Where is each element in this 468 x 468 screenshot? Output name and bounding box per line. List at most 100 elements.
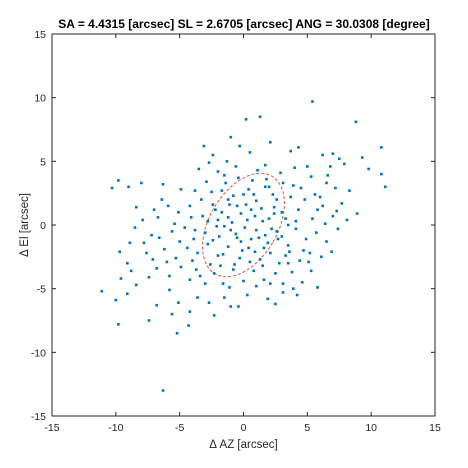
data-point-205: [168, 288, 171, 292]
data-point-24: [248, 151, 252, 154]
axes-box: [51, 33, 436, 417]
data-point-20: [223, 174, 226, 177]
data-point-1: [258, 115, 262, 119]
data-point-59: [267, 217, 271, 220]
data-point-10: [337, 157, 341, 161]
data-point-149: [217, 235, 221, 238]
data-point-179: [191, 259, 194, 262]
data-point-58: [254, 228, 258, 232]
data-point-163: [297, 208, 300, 212]
data-point-82: [151, 258, 155, 261]
data-point-42: [254, 199, 258, 203]
data-point-13: [329, 165, 332, 168]
data-point-186: [203, 231, 207, 234]
data-point-146: [249, 208, 253, 212]
data-point-84: [133, 226, 137, 229]
data-point-147: [261, 219, 264, 223]
data-point-185: [302, 249, 305, 252]
data-point-11: [331, 152, 335, 155]
data-point-40: [271, 193, 275, 196]
data-point-228: [223, 224, 226, 228]
data-point-191: [214, 208, 217, 212]
data-point-159: [210, 190, 213, 194]
data-point-206: [198, 274, 202, 278]
data-point-71: [269, 251, 272, 255]
x-tick-label-6: 15: [429, 422, 441, 434]
data-point-227: [211, 238, 215, 242]
data-point-136: [117, 323, 120, 326]
data-point-17: [197, 167, 201, 171]
data-point-34: [331, 214, 335, 218]
data-point-50: [170, 230, 174, 233]
data-point-140: [161, 389, 165, 392]
data-point-212: [323, 222, 327, 226]
data-point-87: [156, 216, 160, 219]
data-point-167: [279, 171, 282, 175]
data-point-192: [262, 246, 266, 250]
data-point-35: [321, 204, 324, 208]
data-point-81: [163, 247, 166, 251]
data-point-229: [284, 254, 287, 257]
data-point-93: [117, 179, 120, 182]
data-point-73: [247, 246, 250, 250]
data-point-104: [168, 274, 171, 278]
data-point-111: [231, 268, 235, 271]
data-point-26: [289, 149, 293, 153]
data-point-194: [253, 250, 257, 254]
data-point-232: [286, 223, 290, 227]
data-point-123: [266, 297, 270, 301]
data-point-214: [335, 209, 338, 213]
data-point-181: [219, 264, 222, 268]
data-point-195: [275, 198, 278, 201]
data-point-53: [206, 219, 210, 223]
data-point-36: [311, 217, 314, 220]
data-point-158: [265, 177, 268, 181]
data-point-188: [243, 226, 247, 229]
data-point-134: [175, 331, 179, 335]
data-point-3: [354, 120, 358, 124]
data-point-152: [247, 188, 250, 191]
data-point-220: [205, 180, 208, 184]
data-point-177: [165, 260, 169, 264]
points-layer: [100, 100, 387, 392]
data-point-182: [248, 260, 252, 264]
data-point-112: [242, 279, 245, 283]
y-tick-label-5: 10: [34, 93, 46, 105]
data-point-133: [147, 319, 151, 322]
data-point-41: [263, 185, 267, 189]
error-ellipse: [202, 172, 285, 278]
data-point-106: [188, 278, 192, 282]
data-point-135: [187, 324, 190, 327]
data-point-154: [266, 241, 270, 245]
data-point-131: [170, 312, 174, 316]
data-point-132: [155, 303, 158, 307]
data-point-156: [239, 240, 243, 243]
data-point-223: [244, 203, 248, 206]
data-point-80: [174, 256, 178, 260]
data-point-117: [290, 270, 294, 274]
data-point-103: [155, 266, 158, 270]
data-point-150: [272, 205, 276, 209]
x-tick-label-0: -15: [44, 422, 59, 434]
data-point-9: [343, 162, 346, 166]
data-point-63: [304, 237, 308, 241]
data-point-137: [100, 289, 104, 293]
data-point-184: [286, 261, 290, 265]
data-point-65: [325, 240, 328, 243]
data-point-88: [160, 198, 164, 201]
data-point-91: [161, 182, 165, 186]
data-point-33: [340, 202, 344, 205]
data-point-66: [320, 255, 323, 259]
y-tick-label-3: 0: [40, 220, 46, 232]
data-point-189: [260, 207, 263, 210]
data-point-69: [288, 250, 291, 254]
data-point-142: [229, 305, 233, 308]
data-point-55: [226, 216, 230, 219]
data-point-148: [229, 228, 233, 232]
data-point-165: [313, 193, 317, 196]
x-tick-label-4: 5: [304, 422, 310, 434]
y-tick-label-1: -10: [31, 347, 46, 359]
data-point-120: [316, 286, 319, 289]
data-point-57: [246, 218, 249, 222]
data-point-202: [157, 236, 161, 240]
